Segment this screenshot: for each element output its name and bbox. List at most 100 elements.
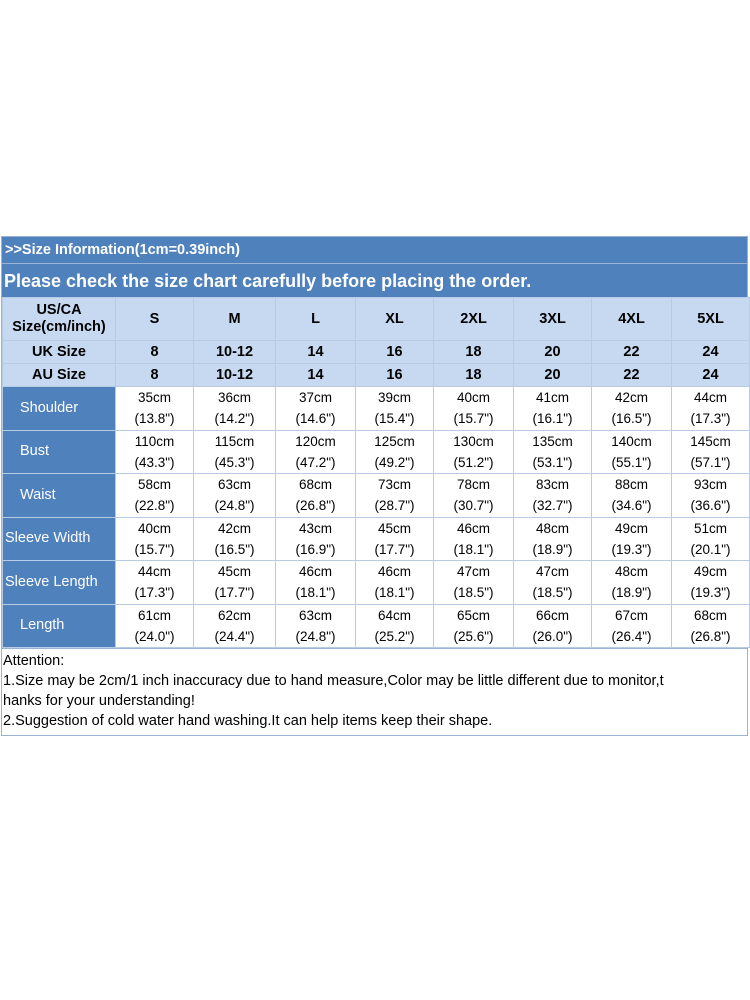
measurement-cell: 63cm (24.8") <box>275 603 356 648</box>
row-label-shoulder: Shoulder <box>2 386 116 431</box>
size-chart: >>Size Information(1cm=0.39inch) Please … <box>1 236 750 736</box>
measurement-cell: 48cm (18.9") <box>591 560 672 605</box>
measurement-cell: 58cm (22.8") <box>115 473 194 518</box>
value-inch: (19.3") <box>611 541 652 557</box>
row-label-waist: Waist <box>2 473 116 518</box>
measurement-cell: 41cm (16.1") <box>513 386 592 431</box>
value-inch: (45.3") <box>214 454 255 470</box>
value-inch: (17.7") <box>374 541 415 557</box>
value-inch: (26.8") <box>690 628 731 644</box>
measurement-cell: 65cm (25.6") <box>433 603 514 648</box>
size-header-2xl: 2XL <box>433 297 514 341</box>
measurement-cell: 88cm (34.6") <box>591 473 672 518</box>
value-inch: (16.5") <box>214 541 255 557</box>
measurement-row: Waist 58cm (22.8") 63cm (24.8") 68cm (26.8") 73… <box>2 473 750 518</box>
value-inch: (17.7") <box>214 585 255 601</box>
au-size-value: 20 <box>513 363 592 387</box>
measurement-cell: 68cm (26.8") <box>671 603 750 648</box>
size-check-banner: Please check the size chart carefully be… <box>2 263 747 297</box>
row-label-bust: Bust <box>2 429 116 474</box>
value-cm: 44cm <box>137 564 171 580</box>
row-label-sleeve-width: Sleeve Width <box>2 516 116 561</box>
value-cm: 41cm <box>535 390 569 406</box>
value-cm: 42cm <box>217 520 251 536</box>
value-inch: (17.3") <box>690 411 731 427</box>
value-inch: (15.7") <box>134 541 175 557</box>
value-inch: (24.8") <box>295 628 336 644</box>
size-header-m: M <box>193 297 276 341</box>
value-cm: 130cm <box>453 433 494 449</box>
value-cm: 68cm <box>298 477 332 493</box>
measurement-cell: 93cm (36.6") <box>671 473 750 518</box>
measurement-row: Bust 110cm (43.3") 115cm (45.3") 120cm (47.2")… <box>2 429 750 474</box>
value-inch: (14.2") <box>214 411 255 427</box>
measurement-cell: 67cm (26.4") <box>591 603 672 648</box>
value-cm: 63cm <box>298 607 332 623</box>
value-inch: (19.3") <box>690 585 731 601</box>
value-cm: 78cm <box>456 477 490 493</box>
measurement-cell: 115cm (45.3") <box>193 429 276 474</box>
value-cm: 64cm <box>377 607 411 623</box>
measurement-row: Sleeve Width 40cm (15.7") 42cm (16.5") 43cm (1… <box>2 516 750 561</box>
measurement-cell: 61cm (24.0") <box>115 603 194 648</box>
au-size-value: 16 <box>355 363 434 387</box>
uk-size-value: 24 <box>671 340 750 364</box>
value-inch: (34.6") <box>611 498 652 514</box>
us-ca-size-label: US/CA Size(cm/inch) <box>2 297 116 341</box>
value-cm: 93cm <box>693 477 727 493</box>
value-cm: 49cm <box>614 520 648 536</box>
measurement-row: Sleeve Length 44cm (17.3") 45cm (17.7") 46cm (… <box>2 560 750 605</box>
measurement-cell: 125cm (49.2") <box>355 429 434 474</box>
measurement-cell: 47cm (18.5") <box>433 560 514 605</box>
value-inch: (55.1") <box>611 454 652 470</box>
uk-size-value: 20 <box>513 340 592 364</box>
value-inch: (24.4") <box>214 628 255 644</box>
value-cm: 62cm <box>217 607 251 623</box>
measurement-cell: 62cm (24.4") <box>193 603 276 648</box>
value-cm: 46cm <box>456 520 490 536</box>
measurement-cell: 66cm (26.0") <box>513 603 592 648</box>
value-cm: 135cm <box>532 433 573 449</box>
au-size-value: 8 <box>115 363 194 387</box>
value-cm: 67cm <box>614 607 648 623</box>
uk-size-value: 10-12 <box>193 340 276 364</box>
value-cm: 37cm <box>298 390 332 406</box>
uk-size-value: 16 <box>355 340 434 364</box>
measurement-cell: 46cm (18.1") <box>355 560 434 605</box>
note-line-1: 1.Size may be 2cm/1 inch inaccuracy due … <box>3 673 664 689</box>
value-inch: (49.2") <box>374 454 415 470</box>
value-cm: 140cm <box>611 433 652 449</box>
value-cm: 110cm <box>134 433 175 449</box>
value-cm: 42cm <box>614 390 648 406</box>
value-inch: (32.7") <box>532 498 573 514</box>
value-inch: (20.1") <box>690 541 731 557</box>
size-info-banner: >>Size Information(1cm=0.39inch) <box>2 237 747 263</box>
measurement-cell: 45cm (17.7") <box>355 516 434 561</box>
uk-size-value: 18 <box>433 340 514 364</box>
measurement-cell: 42cm (16.5") <box>591 386 672 431</box>
value-cm: 46cm <box>377 564 411 580</box>
measurement-cell: 46cm (18.1") <box>433 516 514 561</box>
value-inch: (16.1") <box>532 411 573 427</box>
measurement-row: Length 61cm (24.0") 62cm (24.4") 63cm (24.8") 6… <box>2 603 750 648</box>
measurement-cell: 42cm (16.5") <box>193 516 276 561</box>
au-size-value: 10-12 <box>193 363 276 387</box>
uk-size-value: 22 <box>591 340 672 364</box>
attention-notes: Attention: 1.Size may be 2cm/1 inch inac… <box>2 648 747 735</box>
value-inch: (24.8") <box>214 498 255 514</box>
measurement-cell: 37cm (14.6") <box>275 386 356 431</box>
measurement-cell: 110cm (43.3") <box>115 429 194 474</box>
value-cm: 73cm <box>377 477 411 493</box>
measurement-cell: 120cm (47.2") <box>275 429 356 474</box>
size-header-s: S <box>115 297 194 341</box>
measurement-cell: 130cm (51.2") <box>433 429 514 474</box>
size-header-3xl: 3XL <box>513 297 592 341</box>
value-cm: 47cm <box>456 564 490 580</box>
size-table: US/CA Size(cm/inch) S M L XL 2XL 3XL 4XL 5XL UK… <box>2 297 750 648</box>
value-inch: (15.7") <box>453 411 494 427</box>
value-cm: 40cm <box>456 390 490 406</box>
value-inch: (16.5") <box>611 411 652 427</box>
value-cm: 48cm <box>614 564 648 580</box>
value-cm: 36cm <box>217 390 251 406</box>
measurement-cell: 145cm (57.1") <box>671 429 750 474</box>
